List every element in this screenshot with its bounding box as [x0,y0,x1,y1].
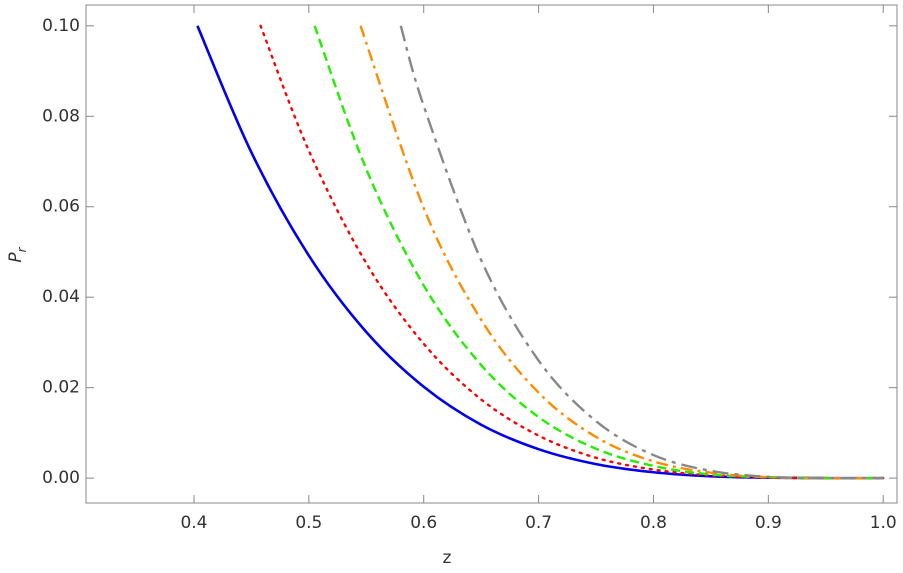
plot-frame [85,4,898,504]
x-tick-label: 0.5 [295,513,322,533]
y-tick-label: 0.04 [42,287,80,307]
y-tick-label: 0.00 [42,468,80,488]
y-tick-label: 0.06 [42,197,80,217]
y-tick-label: 0.10 [42,16,80,36]
x-tick-label: 0.6 [410,513,437,533]
series-line [196,25,884,480]
y-axis-label-sub: r [15,246,29,252]
y-axis-label-main: P [6,252,26,263]
x-tick-label: 0.7 [525,513,552,533]
series-line [259,24,885,480]
x-tick-label: 0.9 [755,513,782,533]
y-tick-label: 0.02 [42,378,80,398]
x-axis-label: z [443,548,452,568]
series-line [399,25,884,480]
x-tick-label: 0.4 [180,513,207,533]
x-tick-label: 1.0 [870,513,897,533]
y-axis-label: Pr [6,246,29,262]
y-tick-label: 0.08 [42,106,80,126]
x-tick-label: 0.8 [640,513,667,533]
series-line [313,25,884,480]
series-line [359,25,884,480]
